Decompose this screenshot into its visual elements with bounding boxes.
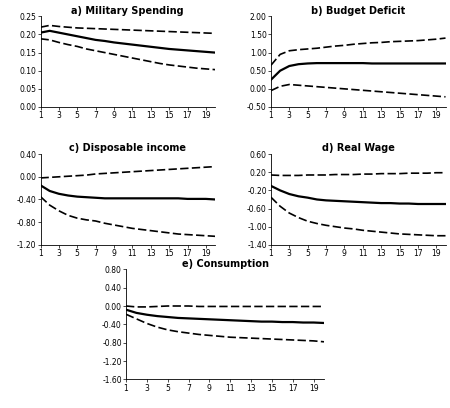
Title: c) Disposable income: c) Disposable income: [69, 143, 186, 153]
Title: e) Consumption: e) Consumption: [181, 259, 269, 268]
Title: b) Budget Deficit: b) Budget Deficit: [311, 6, 405, 16]
Title: d) Real Wage: d) Real Wage: [322, 143, 395, 153]
Title: a) Military Spending: a) Military Spending: [72, 6, 184, 16]
